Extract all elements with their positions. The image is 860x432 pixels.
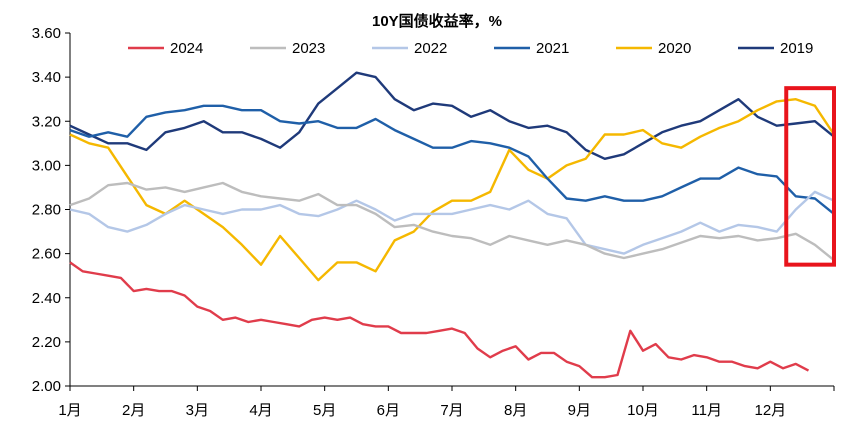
y-tick-label: 3.60 xyxy=(32,25,61,42)
y-axis: 2.00 2.20 2.40 2.60 2.80 3.00 3.20 3.40 3.60 xyxy=(32,25,71,395)
legend-label: 2020 xyxy=(658,40,691,57)
x-tick-label: 2月 xyxy=(122,402,145,419)
series-line-2024 xyxy=(69,261,810,379)
series-line-2021 xyxy=(69,104,835,215)
x-tick-label: 3月 xyxy=(186,402,209,419)
highlight-box xyxy=(784,86,836,267)
y-tick-label: 3.20 xyxy=(32,113,61,130)
x-tick-label: 11月 xyxy=(691,402,722,419)
x-tick-label: 5月 xyxy=(313,402,336,419)
x-tick-label: 4月 xyxy=(249,402,272,419)
y-tick-label: 2.20 xyxy=(32,334,61,351)
x-tick-label: 1月 xyxy=(58,402,81,419)
x-axis: 1月 2月 3月 4月 5月 6月 7月 8月 9月 10月 11月 12月 xyxy=(58,385,835,419)
x-tick-label: 6月 xyxy=(377,402,400,419)
y-tick-label: 2.00 xyxy=(32,378,61,395)
chart-title: 10Y国债收益率，% xyxy=(372,12,502,30)
legend-item-2024: 2024 xyxy=(128,40,203,57)
x-tick-label: 9月 xyxy=(568,402,591,419)
x-tick-label: 8月 xyxy=(504,402,527,419)
series-line-2020 xyxy=(69,97,835,282)
series-line-2023 xyxy=(69,181,835,262)
y-tick-label: 3.00 xyxy=(32,157,61,174)
legend-label: 2021 xyxy=(536,40,569,57)
series-line-2019 xyxy=(69,71,835,161)
legend-label: 2019 xyxy=(780,40,813,57)
x-tick-label: 10月 xyxy=(627,402,659,419)
legend-item-2021: 2021 xyxy=(494,40,569,57)
legend-label: 2023 xyxy=(292,40,325,57)
legend-item-2019: 2019 xyxy=(738,40,813,57)
legend: 2024 2023 2022 2021 2020 2019 xyxy=(128,40,813,57)
legend-label: 2022 xyxy=(414,40,447,57)
legend-item-2023: 2023 xyxy=(250,40,325,57)
x-tick-label: 12月 xyxy=(754,402,786,419)
y-tick-label: 2.80 xyxy=(32,202,61,219)
legend-item-2022: 2022 xyxy=(372,40,447,57)
y-tick-label: 2.60 xyxy=(32,246,61,263)
legend-item-2020: 2020 xyxy=(616,40,691,57)
y-tick-label: 2.40 xyxy=(32,290,61,307)
y-tick-label: 3.40 xyxy=(32,69,61,86)
x-tick-label: 7月 xyxy=(440,402,463,419)
series-layer xyxy=(69,71,835,379)
legend-label: 2024 xyxy=(170,40,203,57)
series-line-2022 xyxy=(69,190,835,255)
